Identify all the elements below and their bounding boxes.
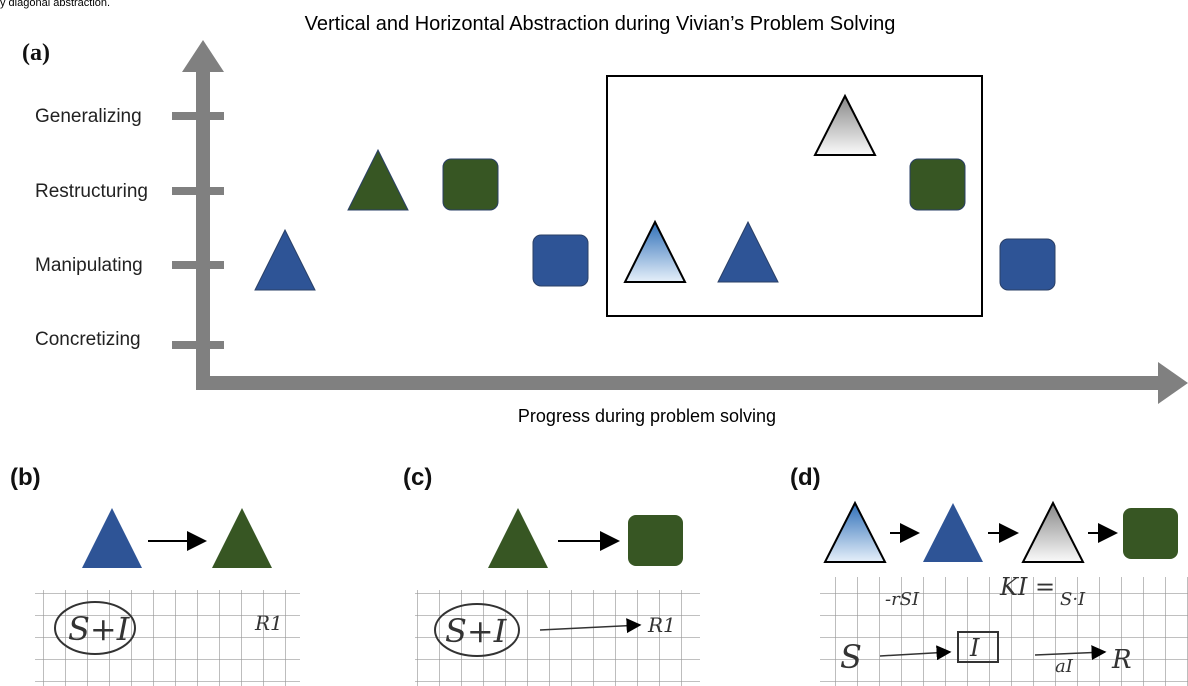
level-label: Manipulating bbox=[35, 255, 143, 276]
note: R bbox=[1111, 645, 1132, 675]
y-arrow bbox=[182, 40, 224, 72]
panel-label: (b) bbox=[10, 464, 41, 491]
x-label: Progress during problem solving bbox=[518, 406, 776, 426]
x-axis bbox=[196, 376, 1161, 390]
note: S·I bbox=[1060, 589, 1086, 610]
shapes bbox=[255, 96, 1055, 290]
shape bbox=[82, 508, 142, 568]
level-label: Generalizing bbox=[35, 106, 142, 127]
shape bbox=[488, 508, 548, 568]
x-arrow bbox=[1158, 362, 1188, 404]
shape bbox=[1023, 503, 1083, 562]
shape bbox=[212, 508, 272, 568]
note: I bbox=[969, 634, 980, 662]
panel-label: (c) bbox=[403, 464, 432, 491]
caption-fragment: y diagonal abstraction. bbox=[0, 0, 110, 9]
panel-label: (d) bbox=[790, 464, 821, 491]
note: S+I bbox=[68, 610, 131, 648]
shape bbox=[628, 515, 683, 566]
page: y diagonal abstraction. Vertical and Hor… bbox=[0, 0, 1188, 686]
figure: y diagonal abstraction. Vertical and Hor… bbox=[0, 0, 1188, 686]
note: R1 bbox=[254, 611, 283, 635]
note: S bbox=[840, 638, 862, 676]
shape bbox=[923, 503, 983, 562]
shape bbox=[825, 503, 885, 562]
level-label: Concretizing bbox=[35, 329, 141, 350]
title: Vertical and Horizontal Abstraction duri… bbox=[305, 13, 896, 35]
note: S+I bbox=[445, 612, 508, 650]
shape bbox=[1123, 508, 1178, 559]
note: KI = bbox=[999, 573, 1055, 601]
note: aI bbox=[1055, 656, 1074, 677]
level-label: Restructuring bbox=[35, 181, 148, 202]
note: -rSI bbox=[885, 589, 920, 610]
panel-label: (a) bbox=[22, 40, 50, 66]
note: R1 bbox=[647, 613, 676, 637]
